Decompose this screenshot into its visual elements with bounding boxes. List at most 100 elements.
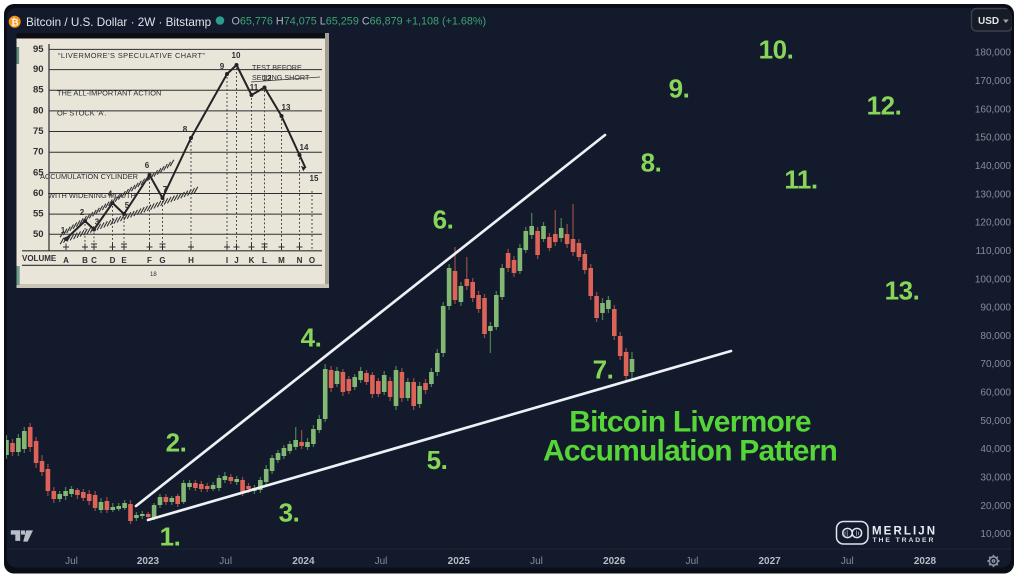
svg-text:H: H: [188, 256, 194, 265]
svg-text:C: C: [91, 256, 97, 265]
svg-text:Jul: Jul: [686, 556, 699, 567]
svg-text:7: 7: [163, 185, 168, 194]
svg-text:3.: 3.: [279, 497, 300, 527]
svg-text:THE ALL-IMPORTANT ACTION: THE ALL-IMPORTANT ACTION: [57, 89, 161, 98]
svg-text:O65,776 H74,075 L65,259 C66,87: O65,776 H74,075 L65,259 C66,879 +1,108 (…: [232, 16, 487, 28]
svg-text:ACCUMULATION CYLINDER: ACCUMULATION CYLINDER: [40, 172, 138, 181]
svg-text:8.: 8.: [641, 147, 662, 177]
svg-text:6.: 6.: [433, 204, 454, 234]
svg-text:9: 9: [220, 62, 225, 71]
svg-text:I: I: [226, 256, 228, 265]
svg-text:5: 5: [125, 201, 130, 210]
svg-text:7.: 7.: [593, 354, 614, 384]
svg-text:130,000: 130,000: [975, 189, 1012, 200]
svg-text:95: 95: [33, 44, 44, 55]
svg-text:E: E: [121, 256, 127, 265]
svg-text:100,000: 100,000: [975, 274, 1012, 285]
svg-text:11: 11: [250, 83, 259, 92]
svg-text:160,000: 160,000: [975, 104, 1012, 115]
svg-text:Bitcoin Livermore: Bitcoin Livermore: [569, 406, 811, 439]
svg-text:40,000: 40,000: [980, 444, 1011, 455]
svg-text:A: A: [63, 256, 69, 265]
svg-text:8: 8: [183, 125, 188, 134]
svg-text:50: 50: [33, 229, 44, 240]
svg-text:SELLING SHORT: SELLING SHORT: [252, 73, 310, 82]
svg-text:1: 1: [61, 226, 66, 235]
svg-text:Jul: Jul: [530, 556, 543, 567]
svg-text:90,000: 90,000: [980, 303, 1011, 314]
svg-text:2028: 2028: [914, 556, 937, 567]
svg-text:14: 14: [300, 143, 309, 152]
svg-text:65: 65: [33, 167, 44, 178]
svg-text:120,000: 120,000: [975, 218, 1012, 229]
svg-text:13: 13: [282, 103, 291, 112]
svg-text:11.: 11.: [784, 164, 817, 194]
svg-text:THE TRADER: THE TRADER: [873, 537, 936, 544]
svg-text:M: M: [278, 256, 285, 265]
svg-text:75: 75: [33, 126, 44, 137]
svg-text:VOLUME: VOLUME: [22, 254, 57, 263]
svg-text:15: 15: [310, 174, 319, 183]
svg-text:N: N: [297, 256, 303, 265]
svg-text:10: 10: [232, 51, 241, 60]
svg-text:10,000: 10,000: [980, 529, 1011, 540]
svg-text:55: 55: [33, 209, 44, 220]
svg-text:2023: 2023: [137, 556, 160, 567]
svg-text:F: F: [147, 256, 152, 265]
svg-text:70,000: 70,000: [980, 359, 1011, 370]
svg-text:4: 4: [108, 190, 113, 199]
svg-text:3: 3: [95, 218, 100, 227]
svg-text:170,000: 170,000: [975, 76, 1012, 87]
svg-text:20,000: 20,000: [980, 501, 1011, 512]
svg-text:60: 60: [33, 188, 44, 199]
svg-text:80,000: 80,000: [980, 331, 1011, 342]
svg-text:5.: 5.: [427, 445, 448, 475]
svg-text:Jul: Jul: [219, 556, 232, 567]
svg-text:Jul: Jul: [841, 556, 854, 567]
svg-text:80: 80: [33, 105, 44, 116]
svg-text:G: G: [159, 256, 165, 265]
svg-text:2.: 2.: [166, 427, 187, 457]
svg-text:2: 2: [80, 208, 85, 217]
svg-text:Jul: Jul: [65, 556, 78, 567]
svg-text:J: J: [234, 256, 238, 265]
svg-text:50,000: 50,000: [980, 416, 1011, 427]
svg-text:2027: 2027: [758, 556, 781, 567]
svg-text:MERLIJN: MERLIJN: [872, 526, 937, 538]
svg-text:70: 70: [33, 147, 44, 158]
svg-text:180,000: 180,000: [975, 48, 1012, 59]
svg-text:Jul: Jul: [375, 556, 388, 567]
svg-text:18: 18: [150, 272, 157, 278]
svg-text:₿: ₿: [11, 17, 19, 28]
svg-text:13.: 13.: [885, 275, 920, 305]
svg-text:K: K: [249, 256, 255, 265]
svg-text:10.: 10.: [759, 34, 794, 64]
svg-text:90: 90: [33, 64, 44, 75]
svg-text:WITH WIDENING MOUTH: WITH WIDENING MOUTH: [48, 191, 136, 200]
svg-text:Bitcoin / U.S. Dollar · 2W · B: Bitcoin / U.S. Dollar · 2W · Bitstamp: [26, 16, 212, 29]
svg-text:2025: 2025: [448, 556, 471, 567]
svg-text:OF STOCK ‘A’.: OF STOCK ‘A’.: [57, 109, 106, 118]
svg-text:2024: 2024: [292, 556, 315, 567]
svg-text:L: L: [262, 256, 267, 265]
svg-text:B: B: [82, 256, 88, 265]
svg-text:USD: USD: [978, 16, 999, 27]
svg-text:140,000: 140,000: [975, 161, 1012, 172]
svg-text:85: 85: [33, 85, 44, 96]
svg-text:150,000: 150,000: [975, 133, 1012, 144]
svg-text:TEST BEFORE: TEST BEFORE: [252, 63, 302, 72]
svg-text:60,000: 60,000: [980, 388, 1011, 399]
svg-text:12: 12: [263, 74, 272, 83]
svg-text:6: 6: [145, 161, 150, 170]
svg-text:Accumulation Pattern: Accumulation Pattern: [543, 435, 837, 468]
svg-text:12.: 12.: [867, 90, 902, 120]
svg-text:D: D: [110, 256, 116, 265]
svg-text:“LIVERMORE’S SPECULATIVE CH: “LIVERMORE’S SPECULATIVE CHART”: [58, 51, 205, 60]
svg-text:1.: 1.: [160, 521, 181, 551]
svg-text:2026: 2026: [603, 556, 626, 567]
svg-text:30,000: 30,000: [980, 473, 1011, 484]
svg-text:9.: 9.: [669, 73, 690, 103]
svg-text:O: O: [309, 256, 315, 265]
svg-text:110,000: 110,000: [976, 246, 1012, 257]
svg-text:4.: 4.: [301, 322, 322, 352]
